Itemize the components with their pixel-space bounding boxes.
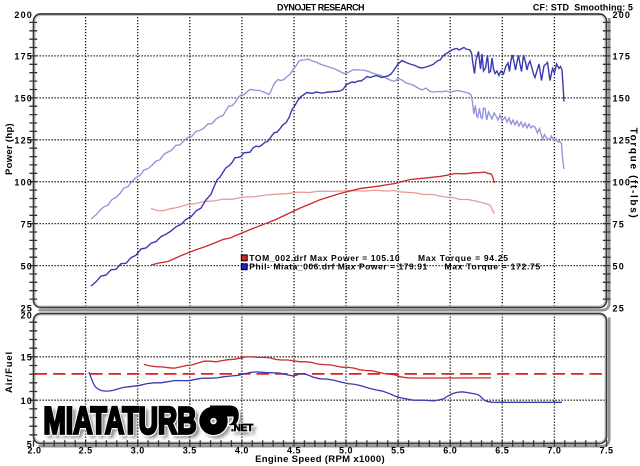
svg-text:125: 125 (14, 136, 33, 146)
svg-text:TOM_002.drf Max Power = 105.10: TOM_002.drf Max Power = 105.10 (249, 253, 400, 263)
svg-text:175: 175 (14, 52, 33, 62)
svg-text:200: 200 (613, 10, 632, 20)
svg-text:Max Torque = 172.75: Max Torque = 172.75 (445, 261, 541, 271)
svg-text:25: 25 (613, 303, 625, 313)
svg-text:Max Torque = 94.25: Max Torque = 94.25 (418, 253, 509, 263)
svg-text:5.0: 5.0 (339, 446, 353, 456)
svg-text:Engine Speed (RPM x1000): Engine Speed (RPM x1000) (255, 454, 385, 465)
svg-text:MIATATURB: MIATATURB (43, 399, 196, 442)
svg-text:15: 15 (21, 353, 33, 363)
svg-text:100: 100 (613, 178, 632, 188)
svg-text:2.0: 2.0 (27, 446, 41, 456)
svg-text:150: 150 (14, 94, 33, 104)
svg-text:5.5: 5.5 (391, 446, 405, 456)
svg-text:20: 20 (21, 311, 33, 321)
svg-text:7.5: 7.5 (599, 446, 613, 456)
svg-text:.NET: .NET (231, 423, 253, 434)
svg-text:7.0: 7.0 (547, 446, 561, 456)
svg-text:Phil- Miata_006.drf Max Power: Phil- Miata_006.drf Max Power = 179.91 (249, 261, 427, 271)
svg-text:125: 125 (613, 136, 632, 146)
svg-text:.NET: .NET (231, 423, 253, 434)
svg-text:10: 10 (21, 396, 33, 406)
svg-text:DYNOJET RESEARCH: DYNOJET RESEARCH (277, 3, 364, 13)
svg-text:150: 150 (613, 94, 632, 104)
svg-text:25: 25 (21, 303, 33, 313)
svg-text:.NET: .NET (234, 426, 256, 437)
svg-text:50: 50 (613, 261, 625, 271)
svg-text:2.5: 2.5 (79, 446, 93, 456)
svg-text:5: 5 (27, 439, 33, 449)
svg-text:6.5: 6.5 (495, 446, 509, 456)
svg-text:MIATATURB: MIATATURB (47, 402, 200, 445)
svg-text:Torque (ft-lbs): Torque (ft-lbs) (628, 128, 639, 220)
svg-text:100: 100 (14, 178, 33, 188)
svg-text:CF: STD Smoothing: 5: CF: STD Smoothing: 5 (533, 3, 633, 13)
svg-text:175: 175 (613, 52, 632, 62)
svg-text:4.5: 4.5 (287, 446, 301, 456)
svg-text:75: 75 (613, 219, 625, 229)
svg-text:6.0: 6.0 (443, 446, 457, 456)
svg-text:200: 200 (14, 10, 33, 20)
svg-text:3.5: 3.5 (183, 446, 197, 456)
svg-text:Power (hp): Power (hp) (4, 123, 15, 175)
svg-text:MIATATURB: MIATATURB (43, 399, 196, 442)
svg-text:50: 50 (21, 261, 33, 271)
svg-text:75: 75 (21, 219, 33, 229)
svg-text:Air/Fuel: Air/Fuel (4, 351, 15, 393)
svg-text:4.0: 4.0 (235, 446, 249, 456)
svg-text:3.0: 3.0 (131, 446, 145, 456)
